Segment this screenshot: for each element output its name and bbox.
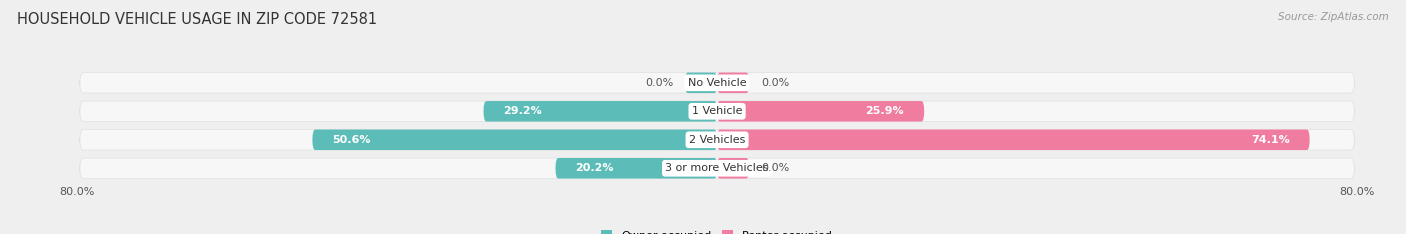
Text: 0.0%: 0.0% <box>761 78 789 88</box>
Text: 0.0%: 0.0% <box>645 78 673 88</box>
FancyBboxPatch shape <box>685 73 717 93</box>
Text: 74.1%: 74.1% <box>1251 135 1289 145</box>
FancyBboxPatch shape <box>312 130 717 150</box>
FancyBboxPatch shape <box>484 101 717 121</box>
Text: 3 or more Vehicles: 3 or more Vehicles <box>665 163 769 173</box>
Text: 1 Vehicle: 1 Vehicle <box>692 106 742 116</box>
Text: 0.0%: 0.0% <box>761 163 789 173</box>
FancyBboxPatch shape <box>717 130 1309 150</box>
FancyBboxPatch shape <box>717 158 749 179</box>
FancyBboxPatch shape <box>80 130 1354 150</box>
FancyBboxPatch shape <box>555 158 717 179</box>
Text: 20.2%: 20.2% <box>575 163 614 173</box>
FancyBboxPatch shape <box>80 101 1354 121</box>
Text: No Vehicle: No Vehicle <box>688 78 747 88</box>
Text: 2 Vehicles: 2 Vehicles <box>689 135 745 145</box>
FancyBboxPatch shape <box>717 101 924 121</box>
FancyBboxPatch shape <box>80 73 1354 93</box>
Text: 50.6%: 50.6% <box>332 135 371 145</box>
Text: 25.9%: 25.9% <box>866 106 904 116</box>
Text: Source: ZipAtlas.com: Source: ZipAtlas.com <box>1278 12 1389 22</box>
Text: HOUSEHOLD VEHICLE USAGE IN ZIP CODE 72581: HOUSEHOLD VEHICLE USAGE IN ZIP CODE 7258… <box>17 12 377 27</box>
Legend: Owner-occupied, Renter-occupied: Owner-occupied, Renter-occupied <box>596 226 838 234</box>
Text: 29.2%: 29.2% <box>503 106 543 116</box>
FancyBboxPatch shape <box>717 73 749 93</box>
FancyBboxPatch shape <box>80 158 1354 179</box>
